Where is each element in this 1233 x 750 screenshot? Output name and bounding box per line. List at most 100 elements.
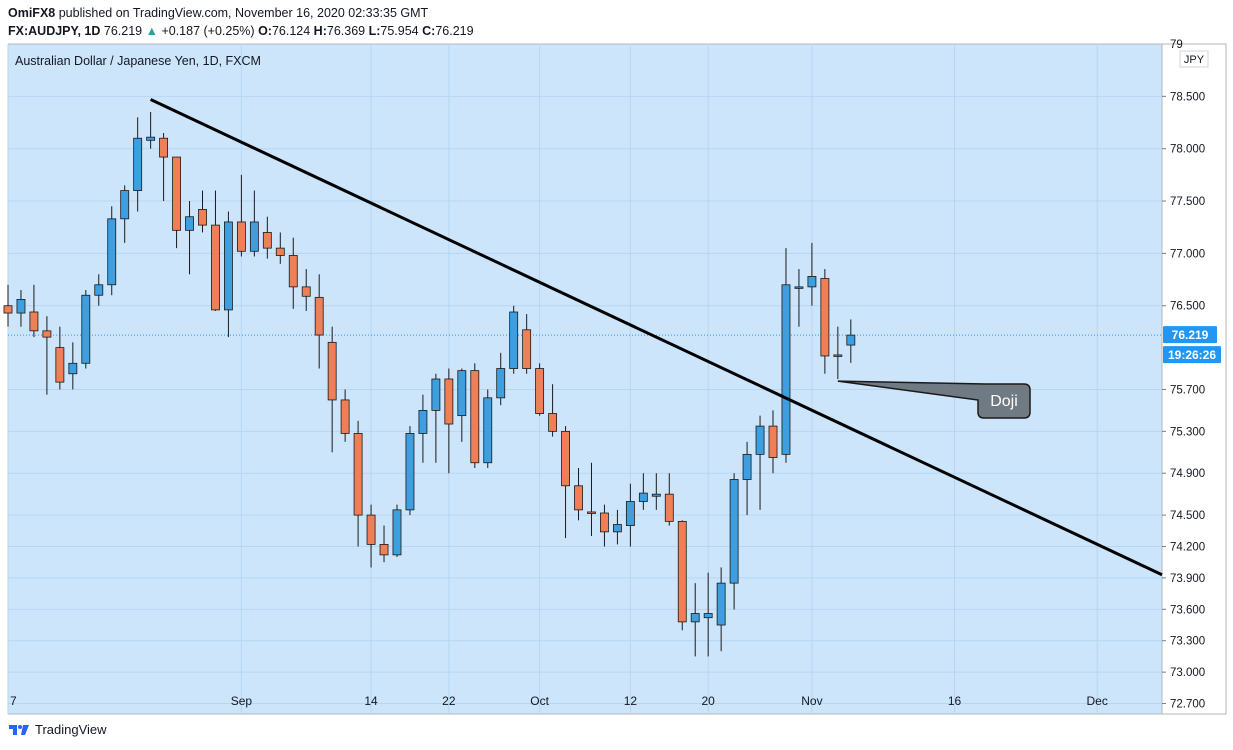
y-tick-label: 77.500 bbox=[1170, 196, 1205, 208]
candle-body[interactable] bbox=[55, 347, 65, 383]
candle-body[interactable] bbox=[3, 305, 13, 314]
y-tick-label: 73.000 bbox=[1170, 667, 1205, 679]
candle-body[interactable] bbox=[755, 425, 765, 455]
x-tick-label: Nov bbox=[801, 694, 822, 708]
change-value: +0.187 (+0.25%) bbox=[161, 24, 255, 38]
y-tick-label: 78.500 bbox=[1170, 91, 1205, 103]
candle-body[interactable] bbox=[677, 520, 687, 623]
candle-body[interactable] bbox=[794, 286, 804, 289]
x-tick-label: 12 bbox=[624, 694, 638, 708]
countdown-value: 19:26:26 bbox=[1168, 348, 1216, 362]
candle-body[interactable] bbox=[42, 330, 52, 338]
x-tick-label: 22 bbox=[442, 694, 456, 708]
candle-body[interactable] bbox=[470, 370, 480, 464]
chart-title: Australian Dollar / Japanese Yen, 1D, FX… bbox=[15, 54, 261, 68]
candle-body[interactable] bbox=[159, 137, 169, 158]
candle-body[interactable] bbox=[133, 137, 143, 191]
candle-body[interactable] bbox=[612, 524, 622, 533]
candle-body[interactable] bbox=[703, 613, 713, 619]
candle-body[interactable] bbox=[198, 209, 207, 226]
high-value: 76.369 bbox=[326, 24, 366, 38]
candle-body[interactable] bbox=[444, 378, 454, 425]
candle-body[interactable] bbox=[742, 453, 752, 480]
currency-badge: JPY bbox=[1179, 50, 1209, 68]
y-tick-label: 73.300 bbox=[1170, 636, 1205, 648]
candle-body[interactable] bbox=[172, 156, 181, 231]
candle-body[interactable] bbox=[561, 430, 570, 487]
candle-body[interactable] bbox=[781, 284, 791, 455]
low-value: 75.954 bbox=[380, 24, 419, 38]
candle-body[interactable] bbox=[548, 413, 558, 432]
candle-body[interactable] bbox=[833, 354, 843, 357]
candle-body[interactable] bbox=[288, 255, 298, 288]
candle-body[interactable] bbox=[185, 216, 194, 231]
candle-body[interactable] bbox=[522, 329, 532, 369]
candle-body[interactable] bbox=[379, 544, 389, 556]
candle-body[interactable] bbox=[353, 433, 363, 516]
candle-body[interactable] bbox=[651, 493, 661, 497]
candle-body[interactable] bbox=[587, 511, 596, 514]
candle-body[interactable] bbox=[574, 485, 583, 511]
candle-body[interactable] bbox=[327, 341, 337, 401]
candle-body[interactable] bbox=[820, 278, 830, 357]
candle-body[interactable] bbox=[262, 232, 272, 249]
candle-body[interactable] bbox=[535, 368, 545, 414]
candle-body[interactable] bbox=[68, 362, 78, 375]
candle-body[interactable] bbox=[729, 479, 739, 584]
candle-body[interactable] bbox=[94, 284, 104, 296]
footer-brand-label: TradingView bbox=[35, 722, 107, 737]
y-axis-ticks: 79 72.700 73.000 73.300 73.600 73.900 74.200 74… bbox=[1162, 39, 1205, 711]
candle-body[interactable] bbox=[29, 311, 39, 332]
candle-body[interactable] bbox=[768, 425, 778, 458]
x-tick-label: Oct bbox=[530, 694, 549, 708]
y-tick-label: 76.500 bbox=[1170, 301, 1205, 313]
candle-body[interactable] bbox=[431, 378, 441, 411]
candle-body[interactable] bbox=[690, 613, 700, 623]
candle-body[interactable] bbox=[600, 512, 609, 533]
candle-body[interactable] bbox=[418, 410, 428, 434]
open-value: 76.124 bbox=[271, 24, 311, 38]
candle-body[interactable] bbox=[638, 492, 648, 502]
candle-body[interactable] bbox=[846, 334, 856, 346]
candle-body[interactable] bbox=[120, 190, 130, 220]
footer-brand[interactable]: TradingView bbox=[8, 722, 107, 737]
candle-body[interactable] bbox=[807, 276, 817, 288]
candle-body[interactable] bbox=[340, 399, 350, 434]
candle-body[interactable] bbox=[392, 509, 402, 556]
candle-body[interactable] bbox=[211, 224, 220, 311]
candle-body[interactable] bbox=[625, 501, 635, 526]
publisher-name[interactable]: OmiFX8 bbox=[8, 6, 56, 20]
candle-body[interactable] bbox=[314, 296, 324, 336]
y-tick-label-top: 79 bbox=[1170, 39, 1183, 51]
x-tick-label: 7 bbox=[10, 694, 17, 708]
close-value: 76.219 bbox=[435, 24, 474, 38]
candle-body[interactable] bbox=[81, 294, 91, 364]
candle-body[interactable] bbox=[16, 299, 26, 314]
trendline[interactable] bbox=[149, 98, 1163, 577]
current-price-tag: 76.219 19:26:26 bbox=[1163, 326, 1221, 364]
plot-area[interactable] bbox=[8, 44, 1162, 714]
candle-body[interactable] bbox=[509, 311, 519, 369]
candle-body[interactable] bbox=[457, 370, 467, 417]
y-tick-label: 73.900 bbox=[1170, 573, 1205, 585]
y-tick-label: 74.900 bbox=[1170, 468, 1205, 480]
y-tick-label: 73.600 bbox=[1170, 604, 1205, 616]
candle-body[interactable] bbox=[301, 286, 311, 297]
candle-body[interactable] bbox=[366, 514, 376, 545]
candle-body[interactable] bbox=[405, 433, 415, 511]
y-tick-label: 72.700 bbox=[1170, 699, 1205, 711]
candle-body[interactable] bbox=[249, 221, 259, 252]
candle-body[interactable] bbox=[716, 582, 726, 626]
callout-label: Doji bbox=[990, 393, 1018, 410]
candle-body[interactable] bbox=[146, 136, 156, 141]
candle-body[interactable] bbox=[275, 247, 285, 256]
candle-body[interactable] bbox=[664, 493, 674, 522]
candle-body[interactable] bbox=[224, 221, 233, 311]
candle-body[interactable] bbox=[496, 368, 506, 399]
candle-body[interactable] bbox=[236, 221, 246, 252]
x-tick-label: Dec bbox=[1086, 694, 1107, 708]
candle-body[interactable] bbox=[107, 218, 117, 286]
candle-body[interactable] bbox=[483, 397, 493, 464]
doji-callout[interactable]: Doji bbox=[837, 380, 1031, 419]
